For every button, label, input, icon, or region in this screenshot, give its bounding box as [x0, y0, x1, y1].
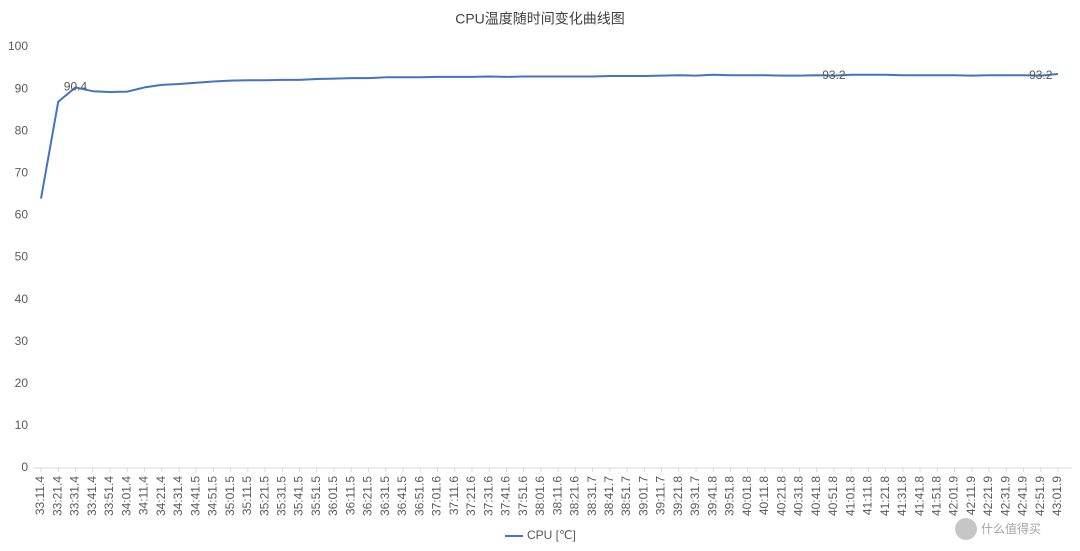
x-tick-label: 38:31.7 [585, 476, 599, 516]
x-tick-label: 34:31.4 [171, 476, 185, 516]
x-tick-label: 35:11.5 [240, 476, 254, 515]
x-tick-label: 40:41.8 [809, 476, 823, 516]
x-tick-label: 38:21.6 [568, 476, 582, 516]
x-tick-label: 37:41.6 [499, 476, 513, 516]
x-tick-label: 34:51.5 [206, 476, 220, 516]
x-tick-label: 39:31.7 [688, 476, 702, 516]
y-tick-label: 70 [15, 165, 29, 179]
x-tick-label: 38:11.6 [550, 476, 564, 515]
x-tick-label: 37:51.6 [516, 476, 530, 516]
x-tick-label: 38:51.7 [619, 476, 633, 516]
x-tick-label: 36:51.6 [412, 476, 426, 516]
x-tick-label: 38:01.6 [533, 476, 547, 516]
x-tick-label: 37:21.6 [464, 476, 478, 516]
x-tick-label: 39:41.8 [705, 476, 719, 516]
x-tick-label: 41:01.8 [843, 476, 857, 516]
x-tick-label: 41:41.8 [912, 476, 926, 516]
x-tick-label: 42:11.9 [964, 476, 978, 515]
x-tick-label: 40:11.8 [757, 476, 771, 515]
chart-title: CPU温度随时间变化曲线图 [455, 11, 625, 27]
x-tick-label: 39:01.7 [636, 476, 650, 516]
watermark-icon [955, 518, 977, 540]
y-tick-label: 80 [15, 123, 29, 137]
legend-label: CPU [℃] [527, 528, 576, 542]
x-tick-label: 37:31.6 [481, 476, 495, 516]
x-tick-label: 35:21.5 [257, 476, 271, 516]
data-label: 93.2 [822, 68, 846, 82]
x-tick-label: 37:11.6 [447, 476, 461, 515]
y-tick-label: 50 [15, 250, 29, 264]
x-tick-label: 36:01.5 [326, 476, 340, 516]
x-tick-label: 33:41.4 [85, 476, 99, 516]
x-tick-label: 41:31.8 [895, 476, 909, 516]
data-line [40, 72, 1059, 199]
x-tick-label: 34:21.4 [154, 476, 168, 516]
y-tick-label: 0 [21, 460, 28, 474]
x-tick-label: 36:21.5 [361, 476, 375, 516]
x-tick-label: 33:21.4 [50, 476, 64, 516]
x-tick-label: 40:31.8 [792, 476, 806, 516]
x-tick-label: 40:01.8 [740, 476, 754, 516]
x-tick-label: 35:41.5 [292, 476, 306, 516]
x-tick-label: 42:31.9 [998, 476, 1012, 516]
x-tick-label: 39:51.8 [723, 476, 737, 516]
y-tick-label: 40 [15, 292, 29, 306]
y-tick-label: 90 [15, 81, 29, 95]
x-tick-label: 34:01.4 [119, 476, 133, 516]
x-tick-label: 33:11.4 [33, 476, 47, 515]
y-tick-label: 20 [15, 376, 29, 390]
x-tick-label: 34:41.5 [188, 476, 202, 516]
x-tick-label: 33:51.4 [102, 476, 116, 516]
x-tick-label: 43:01.9 [1050, 476, 1064, 516]
x-tick-label: 36:41.5 [395, 476, 409, 516]
x-tick-label: 42:41.9 [1016, 476, 1030, 516]
x-tick-label: 40:21.8 [774, 476, 788, 516]
watermark: 什么值得买 [955, 518, 1041, 540]
x-tick-label: 36:31.5 [378, 476, 392, 516]
watermark-text: 什么值得买 [981, 521, 1041, 536]
x-tick-label: 36:11.5 [343, 476, 357, 515]
data-label: 90.4 [64, 80, 88, 94]
x-tick-label: 42:51.9 [1033, 476, 1047, 516]
x-tick-label: 41:11.8 [861, 476, 875, 515]
y-tick-label: 10 [15, 418, 29, 432]
x-tick-label: 42:21.9 [981, 476, 995, 516]
x-tick-label: 33:31.4 [68, 476, 82, 516]
x-tick-label: 35:51.5 [309, 476, 323, 516]
x-tick-label: 40:51.8 [826, 476, 840, 516]
x-tick-label: 42:01.9 [947, 476, 961, 516]
data-label: 93.2 [1029, 68, 1053, 82]
x-tick-label: 38:41.7 [602, 476, 616, 516]
y-tick-label: 60 [15, 208, 29, 222]
x-tick-label: 34:11.4 [137, 476, 151, 515]
y-tick-label: 100 [8, 39, 28, 53]
y-tick-label: 30 [15, 334, 29, 348]
x-tick-label: 41:51.8 [930, 476, 944, 516]
x-tick-label: 39:11.7 [654, 476, 668, 515]
x-tick-label: 35:01.5 [223, 476, 237, 516]
x-tick-label: 41:21.8 [878, 476, 892, 516]
x-tick-label: 35:31.5 [274, 476, 288, 516]
x-tick-label: 37:01.6 [430, 476, 444, 516]
x-tick-label: 39:21.8 [671, 476, 685, 516]
